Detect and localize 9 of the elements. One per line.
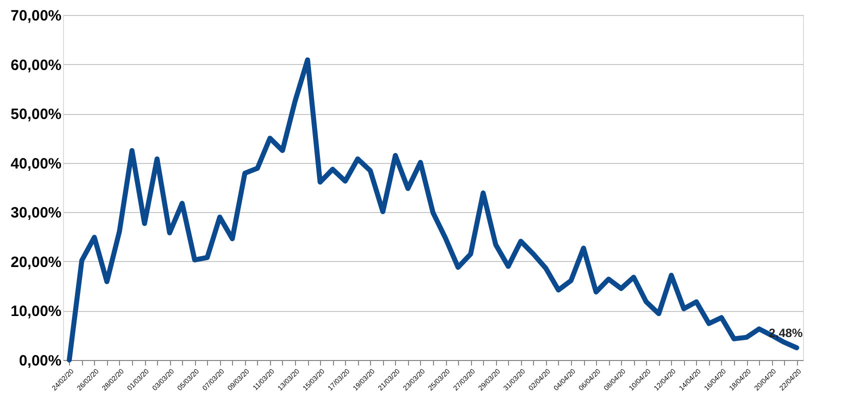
annotation: 2,48%	[768, 326, 804, 340]
y-tick-label: 10,00%	[10, 303, 62, 320]
y-tick-label: 20,00%	[10, 254, 62, 271]
y-tick-label: 30,00%	[10, 204, 62, 222]
y-tick-label: 0,00%	[18, 352, 62, 370]
y-tick-label: 70,00%	[10, 8, 62, 24]
y-tick-label: 50,00%	[10, 106, 62, 124]
y-tick-label: 40,00%	[10, 155, 62, 172]
y-tick-label: 60,00%	[10, 56, 62, 74]
